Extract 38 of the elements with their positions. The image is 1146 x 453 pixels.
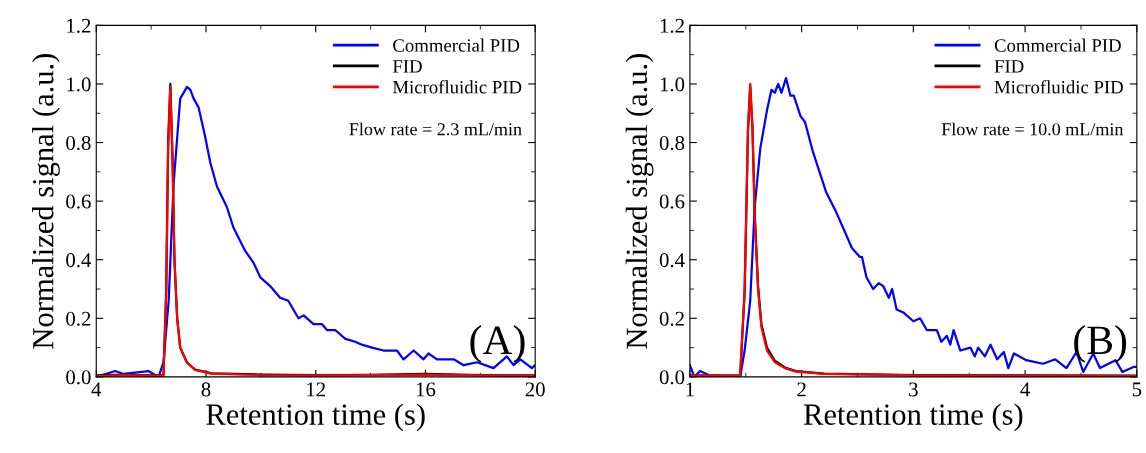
annotation: (A) (470, 325, 525, 363)
x-tick-label: 20 (525, 382, 545, 397)
legend-label: Commercial PID (994, 38, 1121, 52)
y-tick-label: 0.2 (659, 311, 684, 326)
y-axis-title: Normalized signal (a.u.) (625, 54, 654, 349)
x-tick-label: 12 (307, 382, 325, 397)
y-tick-label: 1.0 (67, 77, 91, 92)
x-axis-title: Retention time (s) (206, 403, 425, 432)
y-tick-label: 0.8 (659, 135, 685, 151)
y-tick-label: 0.2 (66, 311, 91, 326)
y-axis-title: Normalized signal (a.u.) (32, 54, 60, 349)
y-tick-label: 0.4 (66, 253, 92, 268)
legend-label: Microfluidic PID (392, 80, 522, 94)
x-tick-label: 8 (201, 382, 211, 397)
y-tick-label: 0.4 (659, 253, 685, 268)
x-tick-label: 16 (416, 382, 436, 397)
x-tick-label: 1 (686, 382, 694, 397)
x-tick-label: 4 (1020, 382, 1030, 397)
y-tick-label: 0.6 (66, 194, 91, 209)
annotation: Flow rate = 2.3 mL/min (349, 122, 522, 136)
annotation: (B) (1074, 325, 1127, 363)
legend-label: Microfluidic PID (994, 80, 1123, 94)
annotation: Flow rate = 10.0 mL/min (941, 122, 1124, 136)
y-tick-label: 1.2 (660, 18, 684, 33)
legend-label: Commercial PID (393, 38, 520, 52)
legend-label: FID (392, 60, 422, 73)
y-tick-label: 1.2 (67, 18, 91, 33)
y-tick-label: 0.8 (66, 135, 91, 151)
x-axis-title: Retention time (s) (803, 403, 1023, 432)
y-tick-label: 0.0 (659, 370, 685, 385)
y-tick-label: 0.0 (66, 370, 91, 385)
x-tick-label: 2 (797, 382, 806, 397)
x-tick-label: 5 (1132, 382, 1142, 397)
x-tick-label: 3 (909, 382, 918, 397)
y-tick-label: 1.0 (660, 77, 685, 92)
y-tick-label: 0.6 (659, 194, 685, 209)
x-tick-label: 4 (91, 382, 102, 397)
legend-label: FID (994, 60, 1024, 73)
